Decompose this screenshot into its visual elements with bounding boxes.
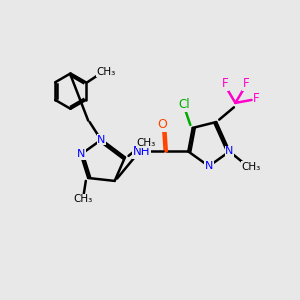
Text: N: N (97, 135, 106, 145)
Text: CH₃: CH₃ (136, 138, 156, 148)
Text: O: O (158, 118, 167, 131)
Text: Cl: Cl (178, 98, 190, 111)
Text: NH: NH (132, 145, 150, 158)
Text: CH₃: CH₃ (73, 194, 92, 205)
Text: CH₃: CH₃ (241, 162, 260, 172)
Text: N: N (205, 161, 213, 171)
Text: F: F (253, 92, 260, 105)
Text: F: F (242, 77, 249, 90)
Text: CH₃: CH₃ (96, 67, 116, 77)
Text: N: N (76, 149, 85, 159)
Text: F: F (222, 77, 228, 90)
Text: N: N (225, 146, 234, 157)
